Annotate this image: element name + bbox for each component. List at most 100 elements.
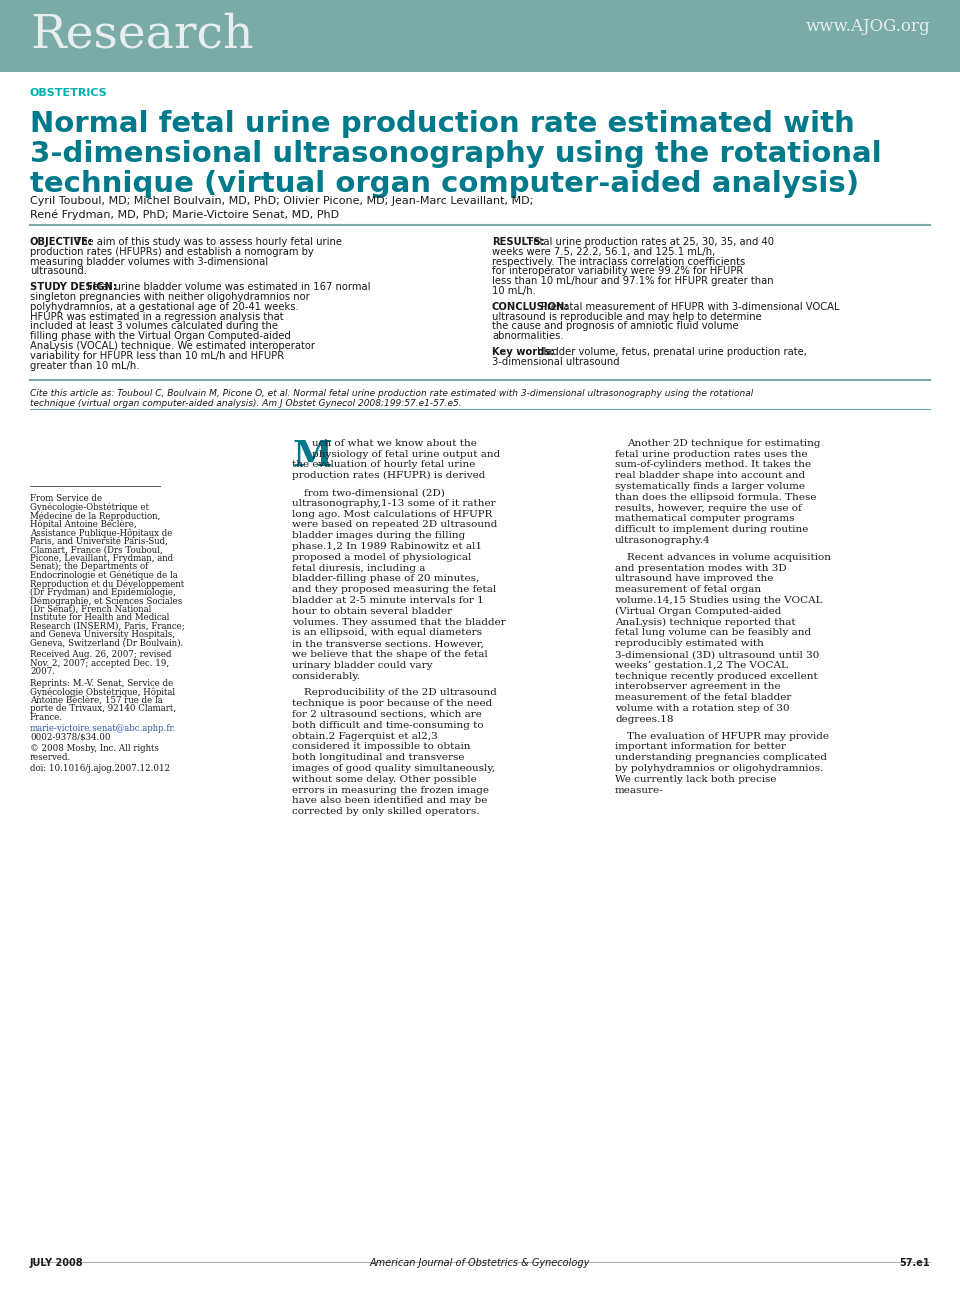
Text: weeks were 7.5, 22.2, 56.1, and 125.1 mL/h,: weeks were 7.5, 22.2, 56.1, and 125.1 mL… [492,246,715,257]
Text: Paris, and Université Paris-Sud,: Paris, and Université Paris-Sud, [30,537,168,546]
Text: Research: Research [30,12,253,57]
Text: bladder images during the filling: bladder images during the filling [292,531,466,541]
Text: without some delay. Other possible: without some delay. Other possible [292,775,477,784]
Text: AnaLysis (VOCAL) technique. We estimated interoperator: AnaLysis (VOCAL) technique. We estimated… [30,341,315,351]
Text: CONCLUSION:: CONCLUSION: [492,302,569,312]
Text: reproducibly estimated with: reproducibly estimated with [615,640,764,649]
Text: abnormalities.: abnormalities. [492,332,564,341]
Text: measuring bladder volumes with 3-dimensional: measuring bladder volumes with 3-dimensi… [30,257,268,267]
Text: images of good quality simultaneously,: images of good quality simultaneously, [292,764,495,773]
Text: in the transverse sections. However,: in the transverse sections. However, [292,640,484,649]
Text: 57.e1: 57.e1 [900,1258,930,1268]
Text: Fetal urine bladder volume was estimated in 167 normal: Fetal urine bladder volume was estimated… [84,283,371,293]
Text: Hôpital Antoine Béclère,: Hôpital Antoine Béclère, [30,520,136,529]
Text: René Frydman, MD, PhD; Marie-Victoire Senat, MD, PhD: René Frydman, MD, PhD; Marie-Victoire Se… [30,209,339,219]
Text: Médecine de la Reproduction,: Médecine de la Reproduction, [30,511,160,521]
Text: fetal lung volume can be feasibly and: fetal lung volume can be feasibly and [615,628,811,637]
Text: 0002-9378/$34.00: 0002-9378/$34.00 [30,733,110,742]
Text: American Journal of Obstetrics & Gynecology: American Journal of Obstetrics & Gynecol… [370,1258,590,1268]
Text: 10 mL/h.: 10 mL/h. [492,286,536,295]
Text: Cite this article as: Touboul C, Boulvain M, Picone O, et al. Normal fetal urine: Cite this article as: Touboul C, Boulvai… [30,390,754,399]
Text: The evaluation of HFUPR may provide: The evaluation of HFUPR may provide [627,731,829,740]
Text: for interoperator variability were 99.2% for HFUPR: for interoperator variability were 99.2%… [492,267,743,276]
Text: ultrasonography.4: ultrasonography.4 [615,537,710,546]
Text: From Service de: From Service de [30,494,102,503]
Text: difficult to implement during routine: difficult to implement during routine [615,525,808,534]
Text: Received Aug. 26, 2007; revised: Received Aug. 26, 2007; revised [30,650,172,659]
Text: systematically finds a larger volume: systematically finds a larger volume [615,482,805,491]
Text: volumes. They assumed that the bladder: volumes. They assumed that the bladder [292,618,506,627]
Text: Gynécologie-Obstétrique et: Gynécologie-Obstétrique et [30,503,149,512]
Text: ultrasound is reproducible and may help to determine: ultrasound is reproducible and may help … [492,312,761,321]
Text: respectively. The intraclass correlation coefficients: respectively. The intraclass correlation… [492,257,745,267]
Text: www.AJOG.org: www.AJOG.org [805,18,930,35]
Text: 3-dimensional ultrasonography using the rotational: 3-dimensional ultrasonography using the … [30,141,881,168]
Text: greater than 10 mL/h.: greater than 10 mL/h. [30,361,139,370]
Text: polyhydramnios, at a gestational age of 20-41 weeks.: polyhydramnios, at a gestational age of … [30,302,299,312]
Text: STUDY DESIGN:: STUDY DESIGN: [30,283,117,293]
Text: long ago. Most calculations of HFUPR: long ago. Most calculations of HFUPR [292,510,492,519]
Text: interobserver agreement in the: interobserver agreement in the [615,682,780,691]
Text: Another 2D technique for estimating: Another 2D technique for estimating [627,439,821,448]
Text: measurement of fetal organ: measurement of fetal organ [615,586,761,595]
Text: were based on repeated 2D ultrasound: were based on repeated 2D ultrasound [292,520,497,529]
Text: reserved.: reserved. [30,752,71,761]
Text: both difficult and time-consuming to: both difficult and time-consuming to [292,721,484,730]
Text: results, however, require the use of: results, however, require the use of [615,503,802,512]
Text: obtain.2 Fagerquist et al2,3: obtain.2 Fagerquist et al2,3 [292,731,438,740]
Text: variability for HFUPR less than 10 mL/h and HFUPR: variability for HFUPR less than 10 mL/h … [30,351,284,361]
Text: RESULTS:: RESULTS: [492,237,544,246]
Text: from two-dimensional (2D): from two-dimensional (2D) [304,488,444,497]
Text: Prenatal measurement of HFUPR with 3-dimensional VOCAL: Prenatal measurement of HFUPR with 3-dim… [538,302,839,312]
Text: production rates (HFUPRs) and establish a nomogram by: production rates (HFUPRs) and establish … [30,246,314,257]
Text: marie-victoire.senat@abc.aphp.fr.: marie-victoire.senat@abc.aphp.fr. [30,724,177,733]
Text: ultrasound.: ultrasound. [30,267,87,276]
Text: the evaluation of hourly fetal urine: the evaluation of hourly fetal urine [292,461,475,470]
Text: sum-of-cylinders method. It takes the: sum-of-cylinders method. It takes the [615,461,811,470]
Text: proposed a model of physiological: proposed a model of physiological [292,553,471,562]
Text: Senat); the Departments of: Senat); the Departments of [30,562,148,571]
Text: included at least 3 volumes calculated during the: included at least 3 volumes calculated d… [30,321,278,332]
Text: OBSTETRICS: OBSTETRICS [30,88,108,98]
Text: uch of what we know about the: uch of what we know about the [312,439,477,448]
Text: AnaLysis) technique reported that: AnaLysis) technique reported that [615,618,796,627]
Text: corrected by only skilled operators.: corrected by only skilled operators. [292,808,479,817]
Text: errors in measuring the frozen image: errors in measuring the frozen image [292,786,489,795]
Text: singleton pregnancies with neither oligohydramnios nor: singleton pregnancies with neither oligo… [30,292,310,302]
Text: than does the ellipsoid formula. These: than does the ellipsoid formula. These [615,493,817,502]
Text: Antoine Béclère, 157 rue de la: Antoine Béclère, 157 rue de la [30,695,163,704]
Text: JULY 2008: JULY 2008 [30,1258,84,1268]
Text: filling phase with the Virtual Organ Computed-aided: filling phase with the Virtual Organ Com… [30,332,291,341]
Text: The aim of this study was to assess hourly fetal urine: The aim of this study was to assess hour… [72,237,342,246]
Text: production rates (HFUPR) is derived: production rates (HFUPR) is derived [292,471,486,480]
Text: weeks’ gestation.1,2 The VOCAL: weeks’ gestation.1,2 The VOCAL [615,660,788,670]
Text: by polyhydramnios or oligohydramnios.: by polyhydramnios or oligohydramnios. [615,764,824,773]
Text: M: M [292,439,332,473]
Text: Nov. 2, 2007; accepted Dec. 19,: Nov. 2, 2007; accepted Dec. 19, [30,659,169,668]
Text: 2007.: 2007. [30,667,55,676]
Text: technique recently produced excellent: technique recently produced excellent [615,672,818,681]
Text: fetal diuresis, including a: fetal diuresis, including a [292,564,425,573]
Text: Assistance Publique-Hôpitaux de: Assistance Publique-Hôpitaux de [30,528,173,538]
Text: mathematical computer programs: mathematical computer programs [615,515,795,524]
Text: technique (virtual organ computer-aided analysis): technique (virtual organ computer-aided … [30,170,859,197]
Text: for 2 ultrasound sections, which are: for 2 ultrasound sections, which are [292,710,482,719]
Text: considered it impossible to obtain: considered it impossible to obtain [292,743,470,752]
Text: Geneva, Switzerland (Dr Boulvain).: Geneva, Switzerland (Dr Boulvain). [30,639,183,648]
Text: HFUPR was estimated in a regression analysis that: HFUPR was estimated in a regression anal… [30,312,283,321]
Text: Normal fetal urine production rate estimated with: Normal fetal urine production rate estim… [30,110,854,138]
Text: real bladder shape into account and: real bladder shape into account and [615,471,805,480]
Text: technique is poor because of the need: technique is poor because of the need [292,699,492,708]
Text: measurement of the fetal bladder: measurement of the fetal bladder [615,693,791,702]
Text: physiology of fetal urine output and: physiology of fetal urine output and [312,450,500,459]
Text: porte de Trivaux, 92140 Clamart,: porte de Trivaux, 92140 Clamart, [30,704,176,713]
Text: technique (virtual organ computer-aided analysis). Am J Obstet Gynecol 2008;199:: technique (virtual organ computer-aided … [30,399,462,408]
Text: measure-: measure- [615,786,663,795]
Text: Picone, Levaillant, Frydman, and: Picone, Levaillant, Frydman, and [30,553,173,562]
Text: fetal urine production rates uses the: fetal urine production rates uses the [615,450,807,459]
Bar [0,0,960,72]
Text: volume.14,15 Studies using the VOCAL: volume.14,15 Studies using the VOCAL [615,596,823,605]
Text: © 2008 Mosby, Inc. All rights: © 2008 Mosby, Inc. All rights [30,744,158,753]
Text: ultrasonography,1-13 some of it rather: ultrasonography,1-13 some of it rather [292,499,495,508]
Text: degrees.18: degrees.18 [615,715,674,724]
